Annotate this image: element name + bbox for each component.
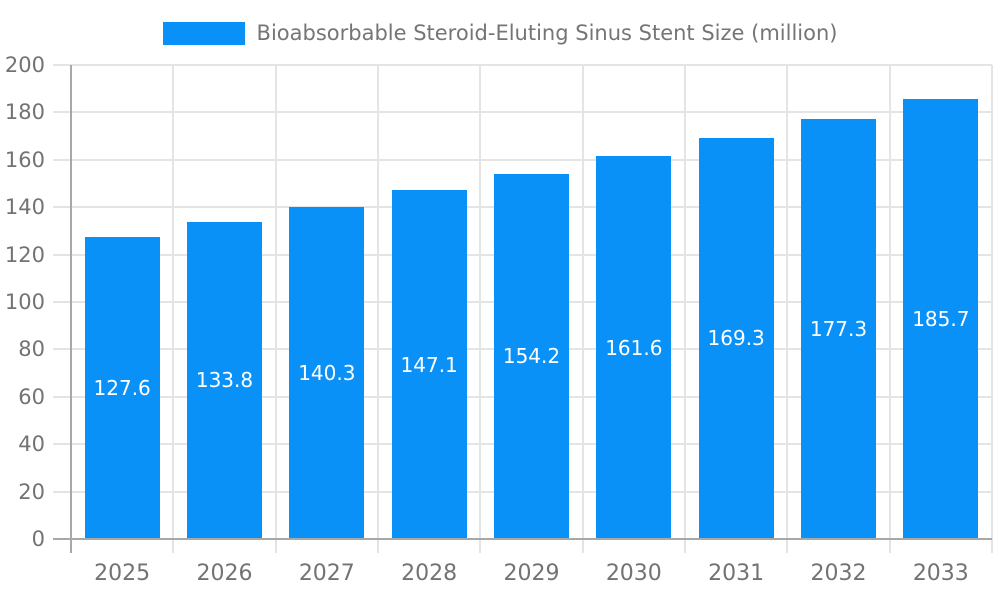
y-axis-label: 60 (18, 384, 45, 409)
x-axis-label: 2032 (810, 561, 867, 586)
bar-2028[interactable]: 147.1 (391, 190, 467, 539)
y-axis-label: 80 (18, 337, 45, 362)
bar-2026[interactable]: 133.8 (187, 221, 262, 539)
y-axis-label: 120 (4, 242, 45, 267)
x-gridline (172, 65, 175, 553)
x-axis-label: 2028 (401, 561, 458, 586)
bar-2033[interactable]: 185.7 (903, 98, 979, 539)
bar-value-label: 169.3 (707, 326, 765, 351)
x-gridline (581, 65, 584, 553)
bar-2025[interactable]: 127.6 (84, 236, 160, 539)
legend-label: Bioabsorbable Steroid-Eluting Sinus Sten… (256, 21, 838, 45)
plot-area: 0 20 40 60 80 100 120 140 160 180 200 127.6 2025 133.… (5, 53, 993, 586)
y-axis-label: 0 (31, 527, 45, 551)
chart-legend[interactable]: Bioabsorbable Steroid-Eluting Sinus Sten… (0, 19, 1000, 47)
bar-value-label: 154.2 (502, 344, 561, 369)
bar-2030[interactable]: 161.6 (596, 156, 672, 539)
y-axis-label: 40 (18, 432, 45, 457)
x-axis-label: 2033 (912, 561, 969, 586)
bar-2031[interactable]: 169.3 (698, 137, 774, 539)
bar-2029[interactable]: 154.2 (494, 173, 569, 539)
bar-value-label: 147.1 (400, 352, 458, 377)
x-axis-label: 2031 (708, 561, 765, 586)
bar-value-label: 127.6 (93, 375, 151, 400)
y-axis-label: 20 (18, 479, 45, 504)
bar-2032[interactable]: 177.3 (801, 118, 876, 539)
bar-value-label: 177.3 (809, 316, 868, 341)
y-gridline (53, 158, 992, 161)
bar-value-label: 185.7 (912, 306, 970, 331)
y-gridline (53, 64, 992, 66)
x-axis-label: 2030 (605, 561, 662, 586)
legend-swatch (162, 21, 245, 45)
bar-value-label: 161.6 (605, 335, 663, 360)
x-axis-label: 2029 (503, 561, 560, 586)
x-axis-label: 2025 (94, 561, 151, 586)
bar-2027[interactable]: 140.3 (289, 206, 365, 539)
y-axis-line (70, 65, 72, 553)
y-axis-label: 200 (4, 53, 45, 77)
x-gridline (479, 65, 482, 553)
y-axis-label: 100 (4, 290, 45, 314)
x-gridline (991, 65, 993, 553)
y-axis-label: 160 (4, 147, 45, 172)
bar-value-label: 140.3 (298, 360, 356, 385)
x-axis-line (53, 538, 992, 540)
y-gridline (53, 111, 992, 114)
x-axis-label: 2027 (298, 561, 355, 586)
x-gridline (274, 65, 277, 553)
x-gridline (786, 65, 789, 553)
x-gridline (684, 65, 686, 553)
x-axis-label: 2026 (196, 561, 253, 586)
bar-value-label: 133.8 (195, 368, 254, 393)
x-gridline (377, 65, 379, 553)
y-axis-label: 180 (4, 100, 45, 125)
y-axis-label: 140 (4, 195, 45, 220)
x-gridline (888, 65, 891, 553)
